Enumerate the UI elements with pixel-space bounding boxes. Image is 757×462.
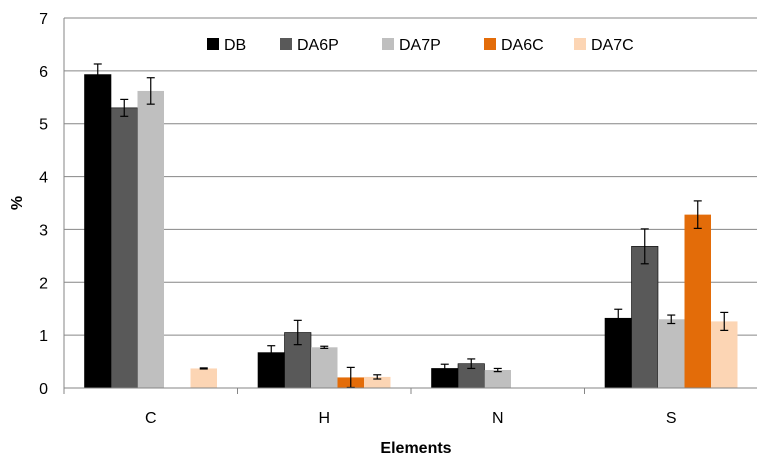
bar-da7p <box>484 370 511 388</box>
legend-item-da6p: DA6P <box>280 37 339 54</box>
legend-item-da7c: DA7C <box>574 37 634 54</box>
x-tick-label: C <box>145 410 157 427</box>
x-tick-label: N <box>492 410 504 427</box>
x-tick-label: S <box>666 410 677 427</box>
legend-swatch <box>574 38 586 50</box>
legend-item-db: DB <box>207 37 246 54</box>
x-axis-title: Elements <box>380 440 451 457</box>
legend-label: DA6C <box>501 37 544 54</box>
bar-da6c <box>684 214 711 388</box>
legend-item-da6c: DA6C <box>484 37 544 54</box>
legend-swatch <box>382 38 394 50</box>
legend-swatch <box>207 38 219 50</box>
bar-da7c <box>364 376 391 388</box>
y-tick-label: 3 <box>39 222 48 239</box>
y-tick-label: 7 <box>39 11 48 28</box>
y-tick-label: 1 <box>39 328 48 345</box>
legend-label: DB <box>224 37 246 54</box>
x-tick-label: H <box>318 410 330 427</box>
bar-db <box>604 317 632 389</box>
y-tick-label: 5 <box>39 117 48 134</box>
y-tick-label: 6 <box>39 64 48 81</box>
bar-da7c <box>190 368 217 388</box>
y-tick-label: 4 <box>39 170 48 187</box>
y-tick-label: 2 <box>39 275 48 292</box>
bar-da6p <box>110 107 138 389</box>
bar-da7p <box>311 347 338 388</box>
gridlines <box>64 17 757 336</box>
bar-db <box>84 74 112 389</box>
legend-item-da7p: DA7P <box>382 37 441 54</box>
legend-label: DA6P <box>297 37 339 54</box>
legend-label: DA7C <box>591 37 634 54</box>
y-axis-title: % <box>9 196 26 210</box>
bar-da7c <box>711 321 738 388</box>
bars <box>84 63 738 389</box>
legend-swatch <box>280 38 292 50</box>
legend-swatch <box>484 38 496 50</box>
bar-da7p <box>658 319 685 388</box>
legend: DB DA6P DA7P DA6C DA7C <box>207 37 634 54</box>
y-tick-label: 0 <box>39 381 48 398</box>
legend-label: DA7P <box>399 37 441 54</box>
bar-da6p <box>631 246 659 389</box>
bar-da7p <box>137 90 164 388</box>
axes: 0 1 2 3 4 5 6 7 C H N S <box>39 11 757 427</box>
